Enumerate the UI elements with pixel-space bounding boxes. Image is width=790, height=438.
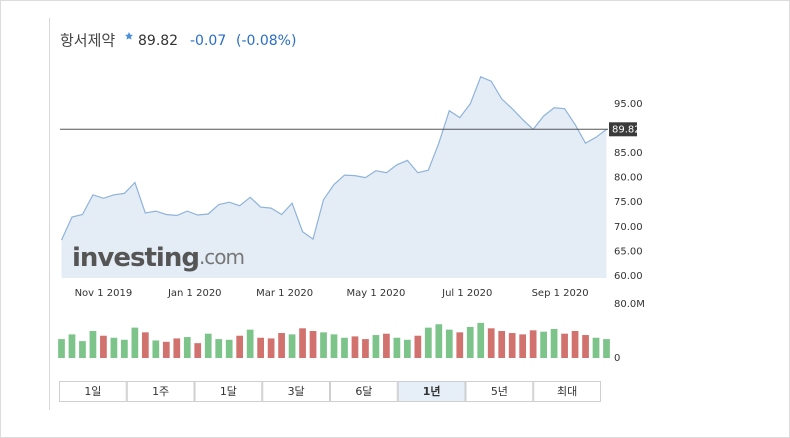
volume-bar [529,330,537,358]
period-label[interactable]: 1년 [423,384,441,398]
volume-bar [246,329,254,358]
x-tick-label: May 1 2020 [347,288,406,299]
period-button[interactable] [533,381,601,402]
volume-bar [58,339,65,358]
x-tick-label: Mar 1 2020 [256,288,313,299]
period-label[interactable]: 5년 [491,385,508,398]
volume-bar [257,337,264,358]
volume-bar [435,324,443,358]
volume-bar [236,335,244,358]
volume-bar [362,339,369,358]
y-tick-label: 80.00 [614,173,643,184]
volume-bar [79,341,86,358]
volume-bar [519,334,527,358]
volume-bar [372,335,380,358]
volume-bar [309,331,317,358]
y-tick-label: 95.00 [614,99,643,110]
y-tick-label: 75.00 [614,197,643,208]
last-price-label: 89.82 [612,124,641,135]
y-tick-label: 85.00 [614,148,643,159]
period-button[interactable] [397,381,466,402]
volume-bar [603,339,610,358]
volume-bar [278,333,285,358]
volume-bar [267,338,275,358]
volume-bar [582,335,589,358]
y-tick-label: 70.00 [614,222,643,233]
volume-bar [68,334,76,358]
period-button[interactable] [330,381,398,402]
x-tick-label: Sep 1 2020 [532,288,589,299]
x-tick-label: Nov 1 2019 [75,288,133,299]
volume-bar [561,333,568,358]
area [61,76,607,278]
volume-bar [183,337,191,358]
y-tick-label: 65.00 [614,246,643,257]
period-button[interactable] [59,381,127,402]
period-button[interactable] [262,381,330,402]
price-line [60,76,607,241]
watch-icon [125,32,133,40]
x-tick-label: Jan 1 2020 [167,288,222,299]
volume-bar [194,343,202,358]
period-button[interactable] [194,381,263,402]
x-tick-label: Jul 1 2020 [441,288,492,299]
watermark-main: investing [72,243,199,273]
volume-bar [571,331,579,358]
period-label[interactable]: 1주 [152,385,169,398]
period-button[interactable] [465,381,534,402]
period-label[interactable]: 최대 [557,385,577,398]
volume-bar [330,334,338,358]
volume-bar [424,327,432,358]
volume-bar [89,331,97,358]
period-label[interactable]: 3달 [288,385,305,398]
period-label[interactable]: 1일 [84,384,101,398]
price: 89.82 [138,33,178,49]
stock-name: 항서제약 [60,32,115,50]
last-price-box [609,122,637,137]
volume-bar [121,339,128,358]
volume-bar [445,329,453,358]
volume-bar [404,339,411,358]
volume-bar [498,331,506,358]
volume-bar [414,335,422,358]
volume-bar [466,326,474,358]
volume-bar [393,337,401,358]
volume-bar [592,337,600,358]
change: -0.07 [190,33,226,49]
volume-bar [173,338,181,358]
volume-bar [550,328,558,358]
volume-bar [351,336,359,358]
volume-bar [204,333,212,358]
volume-bar [487,328,495,358]
volume-bar [320,332,327,358]
volume-bar [141,332,149,358]
volume-bar [477,322,485,358]
watermark: investing.com [72,243,244,273]
volume-bar [299,328,306,358]
volume-bar [288,334,296,358]
volume-bar [456,332,464,358]
volume-bar [341,337,348,358]
volume-bar [383,333,390,358]
watermark-suffix: .com [199,245,244,269]
period-label[interactable]: 1달 [220,385,237,398]
volume-bar [215,339,223,358]
volume-bar [100,335,107,358]
volume-bar [225,339,233,358]
volume-bar [540,331,547,358]
volume-bar [152,340,160,358]
period-label[interactable]: 6달 [355,385,372,398]
volume-bar [131,327,139,358]
period-button[interactable] [126,381,195,402]
y-tick-label: 60.00 [614,271,643,282]
y-tick-label: 0 [614,353,620,364]
volume-bar [162,341,170,358]
change-pct: (-0.08%) [236,33,296,49]
volume-bar [508,333,516,358]
y-tick-label: 80.0M [614,299,645,310]
volume-bar [110,337,118,358]
